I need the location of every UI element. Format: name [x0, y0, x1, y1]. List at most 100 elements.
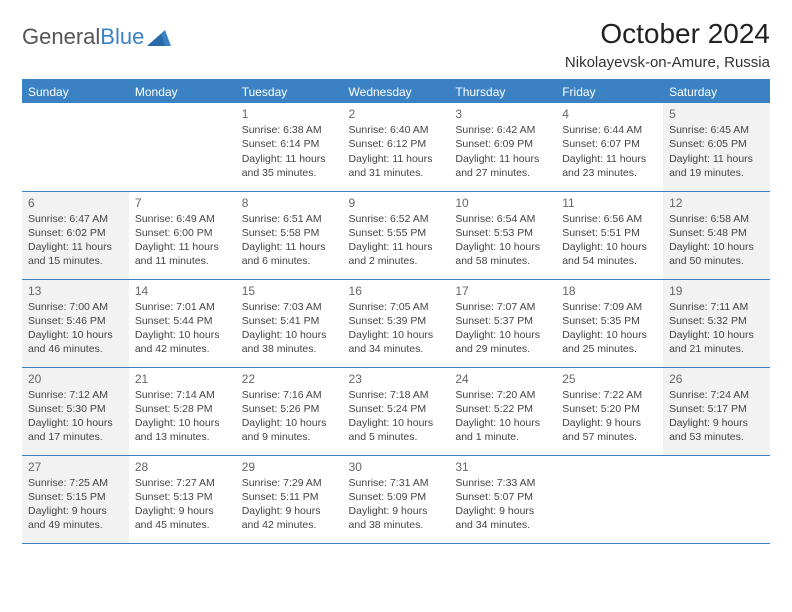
weekday-header: Thursday	[449, 80, 556, 103]
sunset-line: Sunset: 5:17 PM	[669, 402, 764, 416]
daylight-line: Daylight: 11 hours and 27 minutes.	[455, 152, 550, 180]
logo-text: GeneralBlue	[22, 24, 144, 50]
sunset-line: Sunset: 5:55 PM	[349, 226, 444, 240]
daylight-line: Daylight: 10 hours and 13 minutes.	[135, 416, 230, 444]
day-number: 5	[669, 106, 764, 122]
day-number: 22	[242, 371, 337, 387]
sunrise-line: Sunrise: 7:12 AM	[28, 388, 123, 402]
daylight-line: Daylight: 9 hours and 42 minutes.	[242, 504, 337, 532]
location: Nikolayevsk-on-Amure, Russia	[565, 54, 770, 71]
calendar-cell	[663, 455, 770, 543]
day-number: 25	[562, 371, 657, 387]
sunrise-line: Sunrise: 7:01 AM	[135, 300, 230, 314]
sunset-line: Sunset: 5:46 PM	[28, 314, 123, 328]
calendar-cell: 6Sunrise: 6:47 AMSunset: 6:02 PMDaylight…	[22, 191, 129, 279]
calendar-cell: 22Sunrise: 7:16 AMSunset: 5:26 PMDayligh…	[236, 367, 343, 455]
sunrise-line: Sunrise: 6:47 AM	[28, 212, 123, 226]
month-title: October 2024	[565, 18, 770, 50]
sunrise-line: Sunrise: 6:38 AM	[242, 123, 337, 137]
calendar-row: 13Sunrise: 7:00 AMSunset: 5:46 PMDayligh…	[22, 279, 770, 367]
daylight-line: Daylight: 9 hours and 38 minutes.	[349, 504, 444, 532]
daylight-line: Daylight: 10 hours and 38 minutes.	[242, 328, 337, 356]
day-number: 1	[242, 106, 337, 122]
daylight-line: Daylight: 9 hours and 53 minutes.	[669, 416, 764, 444]
sunrise-line: Sunrise: 6:49 AM	[135, 212, 230, 226]
calendar-cell: 17Sunrise: 7:07 AMSunset: 5:37 PMDayligh…	[449, 279, 556, 367]
calendar-cell: 18Sunrise: 7:09 AMSunset: 5:35 PMDayligh…	[556, 279, 663, 367]
calendar-cell: 26Sunrise: 7:24 AMSunset: 5:17 PMDayligh…	[663, 367, 770, 455]
day-number: 30	[349, 459, 444, 475]
calendar-cell: 30Sunrise: 7:31 AMSunset: 5:09 PMDayligh…	[343, 455, 450, 543]
sunrise-line: Sunrise: 7:18 AM	[349, 388, 444, 402]
calendar-cell: 13Sunrise: 7:00 AMSunset: 5:46 PMDayligh…	[22, 279, 129, 367]
daylight-line: Daylight: 10 hours and 1 minute.	[455, 416, 550, 444]
day-number: 12	[669, 195, 764, 211]
day-number: 8	[242, 195, 337, 211]
day-number: 31	[455, 459, 550, 475]
sunrise-line: Sunrise: 6:45 AM	[669, 123, 764, 137]
sunrise-line: Sunrise: 7:22 AM	[562, 388, 657, 402]
day-number: 14	[135, 283, 230, 299]
sunset-line: Sunset: 5:53 PM	[455, 226, 550, 240]
daylight-line: Daylight: 10 hours and 9 minutes.	[242, 416, 337, 444]
weekday-header: Wednesday	[343, 80, 450, 103]
calendar-cell: 1Sunrise: 6:38 AMSunset: 6:14 PMDaylight…	[236, 103, 343, 191]
daylight-line: Daylight: 11 hours and 6 minutes.	[242, 240, 337, 268]
header: GeneralBlue October 2024 Nikolayevsk-on-…	[22, 18, 770, 71]
sunrise-line: Sunrise: 6:44 AM	[562, 123, 657, 137]
day-number: 23	[349, 371, 444, 387]
logo-triangle-icon	[147, 28, 171, 46]
sunset-line: Sunset: 5:07 PM	[455, 490, 550, 504]
day-number: 4	[562, 106, 657, 122]
day-number: 3	[455, 106, 550, 122]
calendar-cell: 31Sunrise: 7:33 AMSunset: 5:07 PMDayligh…	[449, 455, 556, 543]
sunrise-line: Sunrise: 6:56 AM	[562, 212, 657, 226]
day-number: 9	[349, 195, 444, 211]
day-number: 15	[242, 283, 337, 299]
calendar-cell: 9Sunrise: 6:52 AMSunset: 5:55 PMDaylight…	[343, 191, 450, 279]
calendar-cell: 11Sunrise: 6:56 AMSunset: 5:51 PMDayligh…	[556, 191, 663, 279]
weekday-header: Friday	[556, 80, 663, 103]
logo-part1: General	[22, 24, 100, 49]
sunset-line: Sunset: 5:58 PM	[242, 226, 337, 240]
sunrise-line: Sunrise: 7:03 AM	[242, 300, 337, 314]
daylight-line: Daylight: 11 hours and 2 minutes.	[349, 240, 444, 268]
sunrise-line: Sunrise: 7:25 AM	[28, 476, 123, 490]
daylight-line: Daylight: 10 hours and 46 minutes.	[28, 328, 123, 356]
sunset-line: Sunset: 5:30 PM	[28, 402, 123, 416]
sunset-line: Sunset: 5:13 PM	[135, 490, 230, 504]
daylight-line: Daylight: 10 hours and 21 minutes.	[669, 328, 764, 356]
sunset-line: Sunset: 5:20 PM	[562, 402, 657, 416]
sunset-line: Sunset: 5:37 PM	[455, 314, 550, 328]
sunrise-line: Sunrise: 6:52 AM	[349, 212, 444, 226]
weekday-header: Sunday	[22, 80, 129, 103]
daylight-line: Daylight: 10 hours and 29 minutes.	[455, 328, 550, 356]
daylight-line: Daylight: 9 hours and 45 minutes.	[135, 504, 230, 532]
calendar-cell: 19Sunrise: 7:11 AMSunset: 5:32 PMDayligh…	[663, 279, 770, 367]
calendar-row: 1Sunrise: 6:38 AMSunset: 6:14 PMDaylight…	[22, 103, 770, 191]
calendar-row: 27Sunrise: 7:25 AMSunset: 5:15 PMDayligh…	[22, 455, 770, 543]
daylight-line: Daylight: 10 hours and 34 minutes.	[349, 328, 444, 356]
daylight-line: Daylight: 10 hours and 50 minutes.	[669, 240, 764, 268]
calendar-cell: 10Sunrise: 6:54 AMSunset: 5:53 PMDayligh…	[449, 191, 556, 279]
sunset-line: Sunset: 5:44 PM	[135, 314, 230, 328]
day-number: 18	[562, 283, 657, 299]
sunset-line: Sunset: 5:32 PM	[669, 314, 764, 328]
sunrise-line: Sunrise: 7:29 AM	[242, 476, 337, 490]
sunrise-line: Sunrise: 7:24 AM	[669, 388, 764, 402]
calendar-cell: 5Sunrise: 6:45 AMSunset: 6:05 PMDaylight…	[663, 103, 770, 191]
sunset-line: Sunset: 6:00 PM	[135, 226, 230, 240]
daylight-line: Daylight: 11 hours and 11 minutes.	[135, 240, 230, 268]
sunrise-line: Sunrise: 7:05 AM	[349, 300, 444, 314]
sunrise-line: Sunrise: 7:27 AM	[135, 476, 230, 490]
calendar-cell: 3Sunrise: 6:42 AMSunset: 6:09 PMDaylight…	[449, 103, 556, 191]
daylight-line: Daylight: 9 hours and 57 minutes.	[562, 416, 657, 444]
calendar-cell: 16Sunrise: 7:05 AMSunset: 5:39 PMDayligh…	[343, 279, 450, 367]
day-number: 28	[135, 459, 230, 475]
daylight-line: Daylight: 10 hours and 58 minutes.	[455, 240, 550, 268]
calendar-cell: 23Sunrise: 7:18 AMSunset: 5:24 PMDayligh…	[343, 367, 450, 455]
calendar-table: SundayMondayTuesdayWednesdayThursdayFrid…	[22, 79, 770, 544]
day-number: 2	[349, 106, 444, 122]
sunset-line: Sunset: 5:26 PM	[242, 402, 337, 416]
sunrise-line: Sunrise: 7:20 AM	[455, 388, 550, 402]
